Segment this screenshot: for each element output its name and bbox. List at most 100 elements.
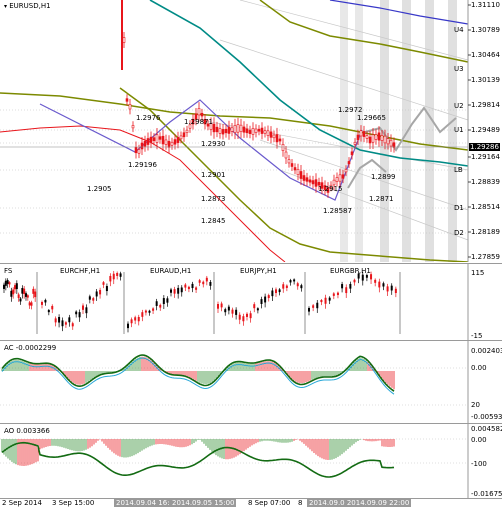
mini-charts-pane[interactable]: FS EURCHF,H1 EURAUD,H1 EURJPY,H1 EURGBP,… — [0, 263, 502, 340]
mini-candle-body — [316, 302, 319, 309]
time-label: 8 Sep 07:00 — [248, 499, 291, 507]
ac-indicator-pane[interactable]: AC -0.0002299 0.002403 0.00 20 -0.005931 — [0, 340, 502, 423]
mini-candle-body — [353, 279, 356, 283]
mini-candle-body — [382, 283, 385, 287]
candle-body — [239, 124, 243, 132]
ao-axis-label: -0.01675 — [471, 490, 502, 498]
candle-body — [392, 142, 396, 148]
candle-body — [161, 135, 165, 145]
chart-menu-icon[interactable]: ▾ — [4, 3, 8, 10]
mini-candle-body — [159, 304, 162, 308]
mini-candle-body — [260, 299, 263, 304]
price-annotation: 1.28587 — [323, 207, 352, 215]
candle-body — [236, 124, 240, 133]
candle-body — [257, 128, 261, 132]
ac-svg — [0, 341, 469, 423]
candle-body — [182, 132, 186, 138]
candle-body — [173, 139, 177, 145]
price-candles — [121, 0, 396, 198]
mini-candle-body — [8, 282, 11, 285]
candle-body — [155, 134, 159, 143]
mini-candle-body — [361, 274, 364, 281]
bid-price-tag: 1.29286 — [469, 143, 500, 151]
mini-candle-body — [328, 297, 331, 301]
mini-pair-label: EURGBP,H1 — [330, 267, 371, 275]
candle-body — [284, 151, 288, 159]
symbol-icon-title: ▾ EURUSD,H1 — [4, 2, 51, 11]
mini-pair-label: EURJPY,H1 — [240, 267, 277, 275]
price-annotation: 1.2845 — [201, 217, 226, 225]
mini-candle-body — [256, 308, 259, 311]
mini-candle-body — [15, 283, 18, 290]
mini-candle-body — [12, 289, 15, 295]
teal-ma — [149, 0, 469, 167]
candle-body — [128, 104, 132, 110]
candle-body — [368, 136, 372, 144]
mini-candle-body — [386, 286, 389, 292]
price-axis-label: 1.30139 — [471, 76, 500, 84]
candle-body — [143, 140, 147, 147]
price-annotation: 1.2972 — [338, 106, 363, 114]
mini-candle-body — [345, 287, 348, 294]
price-annotation: 1.2930 — [201, 140, 226, 148]
ao-indicator-pane[interactable]: AO 0.003366 0.004582 0.00 -100 -0.01675 — [0, 423, 502, 499]
candle-body — [347, 161, 351, 165]
mini-candle-body — [357, 273, 360, 279]
candle-body — [152, 137, 156, 142]
mini-candle-body — [184, 284, 187, 288]
candle-body — [221, 129, 225, 135]
mini-candle-body — [119, 273, 122, 277]
mini-candle-body — [296, 283, 299, 287]
history-band — [355, 0, 363, 262]
level-label-u4: U4 — [454, 26, 464, 34]
candle-body — [269, 131, 273, 138]
axis-ticks — [468, 4, 471, 258]
mini-title: FS — [4, 267, 13, 275]
candle-body — [272, 134, 276, 139]
gray-forecast — [364, 106, 457, 152]
candle-body — [320, 182, 324, 189]
ac-signal-line — [1, 357, 395, 395]
mini-candle-body — [370, 274, 373, 280]
future-band — [402, 0, 411, 262]
price-axis-label: 1.31110 — [471, 1, 500, 9]
candle-body — [233, 125, 237, 133]
mini-candle-body — [102, 282, 105, 285]
mini-candle-body — [177, 287, 180, 294]
candle-body — [350, 151, 354, 156]
mini-candle-body — [267, 295, 270, 299]
mini-candle-body — [336, 292, 339, 296]
mini-candle-body — [130, 319, 133, 324]
mini-candle-body — [365, 275, 368, 278]
candle-body — [200, 112, 204, 117]
mini-candle-body — [109, 275, 112, 282]
mini-candle-body — [308, 308, 310, 312]
candle-body — [188, 124, 192, 129]
mini-candle-body — [289, 280, 292, 283]
candle-body — [308, 179, 312, 183]
candle-body — [170, 141, 174, 146]
candle-body — [332, 179, 336, 186]
candle-body — [290, 163, 294, 167]
candle-body — [383, 135, 387, 144]
mini-candle-body — [170, 289, 172, 293]
mini-candle-body — [275, 289, 277, 294]
ao-axis-label: -100 — [471, 460, 487, 468]
candle-body — [329, 184, 333, 188]
mini-candle-body — [148, 310, 151, 313]
candle-body — [203, 119, 207, 125]
time-label: 8 — [298, 499, 303, 507]
candle-body — [344, 169, 348, 173]
mini-candle-body — [285, 285, 288, 288]
main-chart-pane[interactable]: ▾ EURUSD,H1 1.29871 1.2976 1.2930 1.2919… — [0, 0, 502, 262]
candle-body — [209, 123, 213, 130]
mini-candle-body — [58, 316, 61, 323]
ac-histogram — [1, 356, 395, 390]
mini-candle-body — [71, 323, 74, 327]
chart-title: EURUSD,H1 — [9, 2, 51, 10]
mini-candle-body — [99, 289, 102, 295]
candle-body — [353, 141, 357, 145]
candle-body — [293, 167, 297, 171]
mini-candle-body — [394, 288, 397, 294]
candle-body — [185, 129, 189, 133]
